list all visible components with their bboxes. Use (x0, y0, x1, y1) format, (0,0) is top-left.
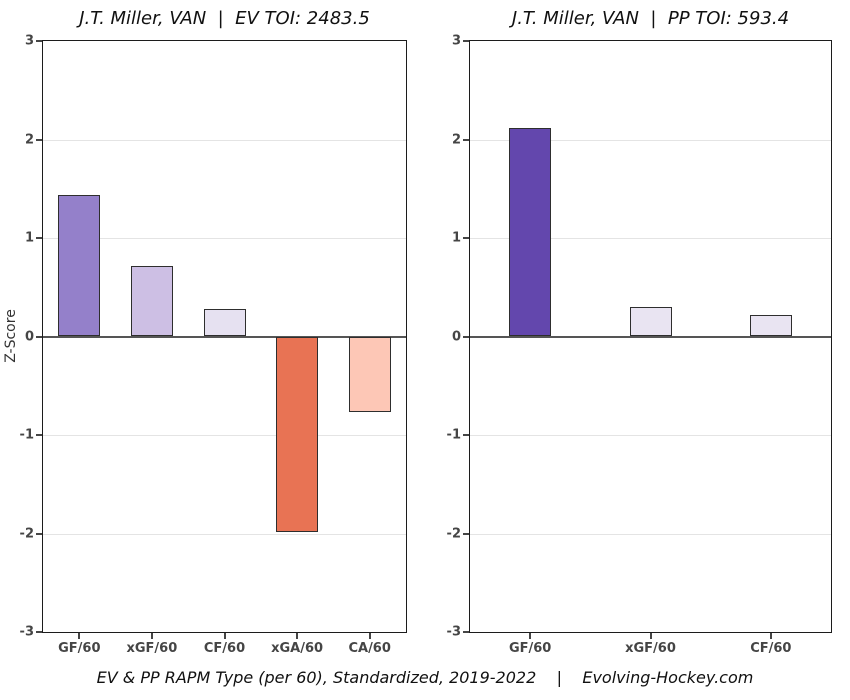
gridline (470, 435, 831, 436)
y-tick-label: -3 (446, 624, 461, 640)
x-tick-mark (223, 633, 226, 639)
chart-panel-pp: J.T. Miller, VAN | PP TOI: 593.4 3 2 1 0 -1 -… (427, 0, 850, 660)
y-tick-label: -3 (19, 624, 34, 640)
bar-CA/60 (348, 336, 391, 413)
y-tick-mark (463, 40, 469, 42)
gridline (43, 139, 406, 141)
x-tick-label: GF/60 (58, 641, 101, 656)
plot-area-ev (42, 40, 407, 633)
figure-caption: EV & PP RAPM Type (per 60), Standardized… (96, 668, 754, 687)
x-tick-label: CA/60 (348, 641, 391, 656)
y-tick-mark (463, 532, 469, 535)
y-tick-label: 0 (451, 329, 461, 344)
x-tick-label: CF/60 (203, 641, 246, 656)
chart-title-pp: J.T. Miller, VAN | PP TOI: 593.4 (511, 8, 790, 29)
y-tick-mark (463, 434, 469, 436)
gridline (470, 139, 831, 141)
x-tick-mark (649, 633, 652, 639)
y-tick-mark (36, 631, 42, 633)
y-tick-mark (36, 532, 42, 535)
gridline (43, 435, 406, 436)
y-tick-label: -2 (446, 526, 461, 541)
y-tick-mark (36, 434, 42, 436)
chart-panel-ev: J.T. Miller, VAN | EV TOI: 2483.5 Z-Scor… (0, 0, 424, 660)
y-tick-label: -1 (446, 427, 461, 443)
y-tick-label: 2 (451, 132, 461, 147)
bar-xGA/60 (276, 336, 319, 532)
gridline (470, 533, 831, 535)
y-tick-mark (36, 237, 42, 239)
x-tick-mark (296, 633, 299, 639)
gridline (43, 533, 406, 535)
zero-line (470, 335, 831, 338)
y-tick-mark (36, 335, 42, 338)
plot-area-pp (469, 40, 832, 633)
x-tick-label: xGF/60 (625, 641, 676, 656)
y-tick-mark (463, 237, 469, 239)
y-tick-mark (463, 335, 469, 338)
x-tick-mark (769, 633, 772, 639)
y-tick-mark (36, 138, 42, 141)
x-tick-mark (78, 633, 81, 639)
chart-title-ev: J.T. Miller, VAN | EV TOI: 2483.5 (79, 8, 370, 29)
gridline (43, 238, 406, 239)
zero-line (43, 335, 406, 338)
x-tick-mark (150, 633, 153, 639)
y-tick-label: 0 (24, 329, 34, 344)
x-tick-mark (529, 633, 532, 639)
y-tick-label: -1 (19, 427, 34, 443)
y-tick-label: 3 (451, 33, 461, 49)
y-tick-mark (463, 138, 469, 141)
bar-CF/60 (203, 308, 246, 337)
y-tick-label: 3 (24, 33, 34, 49)
bar-CF/60 (749, 314, 792, 337)
x-tick-label: xGA/60 (271, 641, 324, 656)
bar-GF/60 (509, 127, 552, 337)
bar-xGF/60 (629, 306, 672, 337)
gridline (470, 238, 831, 239)
x-tick-label: GF/60 (508, 641, 552, 656)
y-tick-label: 1 (451, 230, 461, 246)
x-tick-label: xGF/60 (126, 641, 178, 656)
bar-GF/60 (58, 194, 101, 337)
y-tick-label: 2 (24, 132, 34, 147)
y-tick-mark (463, 631, 469, 633)
y-tick-label: 1 (24, 230, 34, 246)
y-tick-mark (36, 40, 42, 42)
bar-xGF/60 (130, 265, 173, 337)
x-tick-label: CF/60 (750, 641, 792, 656)
y-tick-label: -2 (19, 526, 34, 541)
x-tick-mark (368, 633, 371, 639)
